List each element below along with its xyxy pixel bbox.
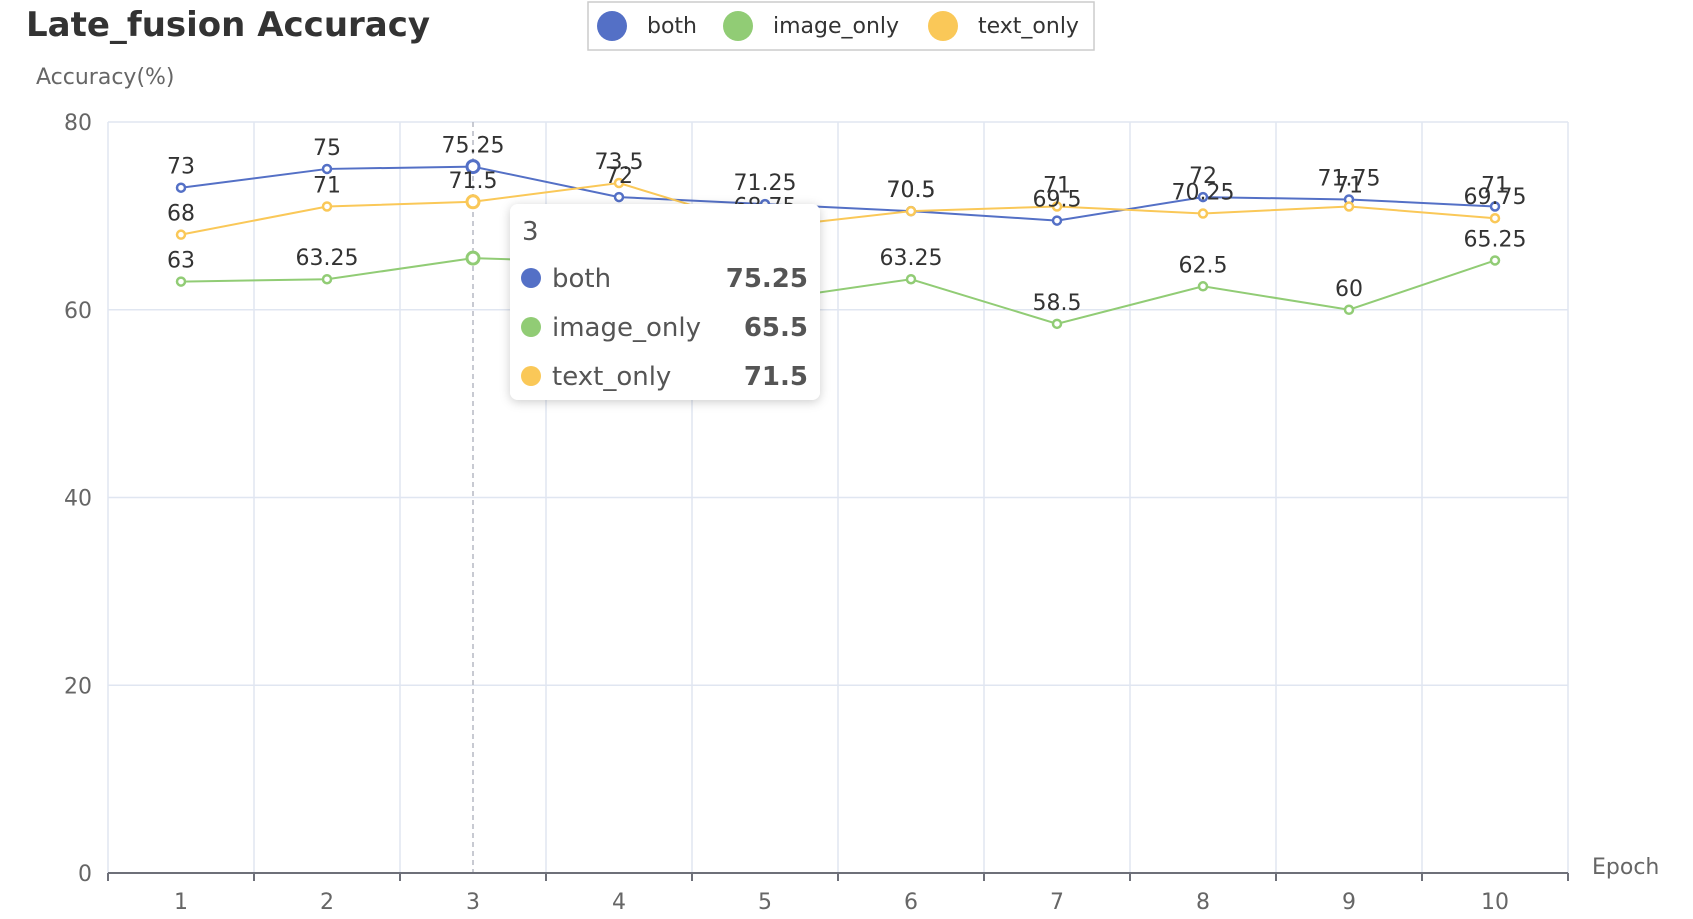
data-point-image-only[interactable] [175, 276, 187, 287]
data-label-text-only: 71.5 [449, 169, 498, 194]
data-label-text-only: 73.5 [595, 150, 644, 175]
data-point-text-only[interactable] [613, 177, 625, 189]
data-label-image-only: 65.25 [1464, 227, 1527, 252]
y-tick-label: 0 [78, 862, 92, 887]
x-tick-label: 7 [1050, 890, 1064, 915]
tooltip-series-value: 65.5 [744, 313, 808, 343]
x-tick-label: 3 [466, 890, 480, 915]
data-point-both[interactable] [613, 191, 625, 203]
tooltip-marker-both [521, 268, 541, 288]
x-tick-label: 9 [1342, 890, 1356, 915]
data-label-image-only: 62.5 [1179, 253, 1228, 278]
data-label-both: 73 [167, 155, 195, 180]
data-label-text-only: 70.5 [887, 178, 936, 203]
data-point-image-only[interactable] [465, 250, 481, 266]
data-label-text-only: 68 [167, 202, 195, 227]
x-tick-label: 8 [1196, 890, 1210, 915]
data-point-text-only[interactable] [465, 194, 481, 210]
grid [107, 121, 1569, 873]
data-point-image-only[interactable] [1343, 304, 1355, 315]
data-label-both: 72 [1189, 164, 1217, 189]
tooltip-series-name: both [552, 264, 611, 294]
data-label-both: 69.5 [1033, 188, 1082, 213]
legend-label-both[interactable]: both [647, 14, 697, 39]
data-label-both: 71.25 [734, 171, 797, 196]
tooltip-marker-image-only [521, 317, 541, 337]
x-tick-label: 10 [1481, 890, 1509, 915]
data-point-both[interactable] [1489, 201, 1501, 212]
data-point-both[interactable] [1051, 215, 1063, 226]
tooltip: 3 both 75.25 image_only 65.5 text_only 71.5 [510, 204, 820, 400]
data-point-text-only[interactable] [905, 205, 917, 217]
data-label-text-only: 69.75 [1464, 185, 1527, 210]
data-label-text-only: 71 [313, 173, 341, 198]
series-line-text-only [180, 181, 1496, 236]
series-line-both [180, 165, 1496, 222]
x-tick-label: 1 [174, 890, 188, 915]
x-tick-label: 4 [612, 890, 626, 915]
data-label-text-only: 70.25 [1172, 181, 1235, 206]
tooltip-marker-text-only [521, 366, 541, 386]
data-label-image-only: 63.25 [296, 246, 359, 271]
data-label-both: 71.75 [1318, 166, 1381, 191]
y-tick-label: 60 [64, 299, 92, 324]
tooltip-series-value: 75.25 [726, 264, 808, 294]
x-axis-name: Epoch [1592, 855, 1659, 880]
data-point-text-only[interactable] [175, 229, 187, 240]
data-label-both: 75 [313, 136, 341, 161]
legend-box [587, 1, 1095, 51]
axes: 0 20 40 60 80 1 2 3 4 5 6 7 8 9 10 [64, 111, 1569, 915]
data-point-text-only[interactable] [321, 201, 333, 212]
chart-title: Late_fusion Accuracy [26, 5, 430, 45]
y-tick-label: 80 [64, 111, 92, 136]
data-label-both: 71 [1481, 173, 1509, 198]
series-lines [180, 165, 1496, 325]
x-tick-label: 6 [904, 890, 918, 915]
legend-marker-image-only[interactable] [723, 11, 753, 41]
data-point-text-only[interactable] [1343, 201, 1355, 212]
series-line-image-only [180, 257, 1496, 325]
x-tick-label: 2 [320, 890, 334, 915]
legend[interactable]: both image_only text_only [587, 1, 1095, 51]
data-point-image-only[interactable] [1197, 281, 1209, 292]
data-point-both[interactable] [1197, 191, 1209, 203]
data-label-both: 70.5 [887, 178, 936, 203]
data-point-both[interactable] [465, 159, 481, 175]
legend-label-image-only[interactable]: image_only [773, 14, 899, 39]
data-point-image-only[interactable] [1489, 255, 1501, 266]
data-point-text-only[interactable] [1489, 212, 1501, 224]
y-tick-label: 40 [64, 487, 92, 512]
data-label-image-only: 60 [1335, 277, 1363, 302]
data-label-image-only: 63.25 [880, 246, 943, 271]
data-point-image-only[interactable] [1051, 318, 1063, 330]
y-tick-label: 20 [64, 674, 92, 699]
data-point-image-only[interactable] [905, 273, 917, 285]
data-point-image-only[interactable] [321, 273, 333, 285]
tooltip-box [510, 204, 820, 400]
x-tick-label: 5 [758, 890, 772, 915]
data-label-image-only: 63 [167, 249, 195, 274]
data-label-both: 75.25 [442, 134, 505, 159]
legend-marker-text-only[interactable] [928, 11, 958, 41]
data-point-both[interactable] [321, 163, 333, 175]
tooltip-category: 3 [522, 217, 539, 247]
data-point-both[interactable] [175, 182, 187, 193]
data-point-text-only[interactable] [1197, 208, 1209, 219]
legend-label-text-only[interactable]: text_only [978, 14, 1079, 39]
tooltip-series-name: image_only [552, 313, 701, 343]
tooltip-series-name: text_only [552, 362, 671, 392]
tooltip-series-value: 71.5 [744, 362, 808, 392]
data-label-both: 72 [605, 164, 633, 189]
data-point-text-only[interactable] [1051, 201, 1063, 212]
y-axis-name: Accuracy(%) [36, 65, 175, 90]
legend-marker-both[interactable] [597, 11, 627, 41]
data-label-text-only: 71 [1043, 173, 1071, 198]
data-label-text-only: 71 [1335, 173, 1363, 198]
data-label-image-only: 58.5 [1033, 291, 1082, 316]
